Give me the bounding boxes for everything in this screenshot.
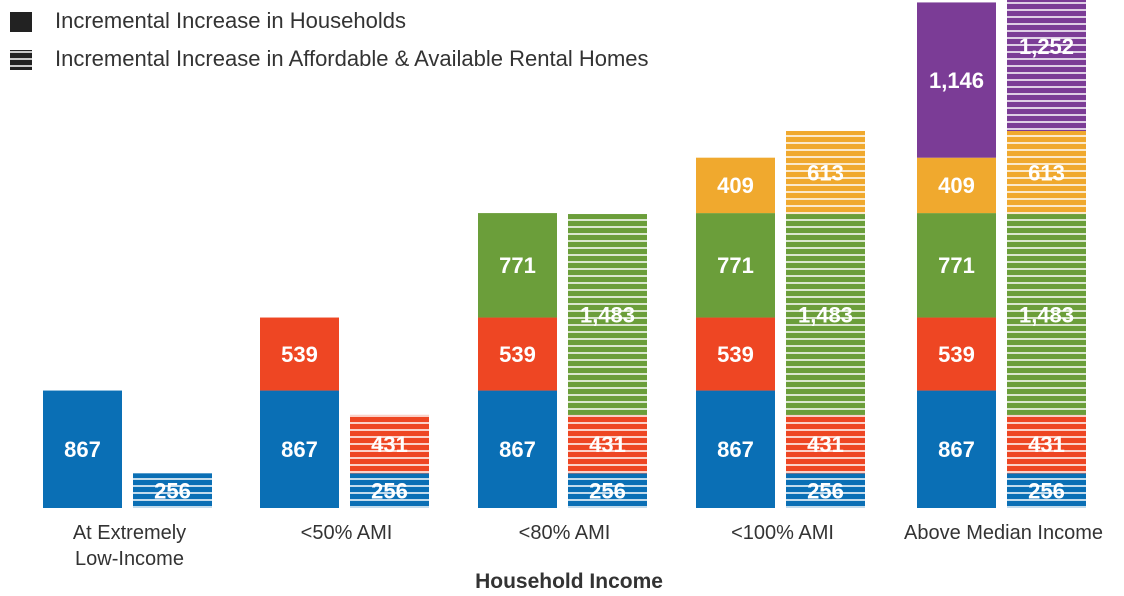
value-label: 867	[717, 437, 754, 462]
value-label: 256	[371, 478, 408, 503]
value-label: 1,483	[580, 302, 635, 327]
legend-text: Incremental Increase in Affordable & Ava…	[55, 46, 649, 71]
value-label: 1,146	[929, 68, 984, 93]
x-tick-label: <100% AMI	[731, 522, 834, 544]
bar-segment	[696, 157, 775, 214]
value-label: 867	[281, 437, 318, 462]
bar-segment	[1007, 473, 1086, 508]
bar-segment	[786, 414, 865, 474]
bar-segment	[43, 390, 122, 508]
x-tick-label: <80% AMI	[518, 522, 611, 544]
bar-segment	[133, 473, 212, 508]
bar-segment	[786, 130, 865, 215]
bar-segment	[917, 2, 996, 158]
bar-segment	[1007, 0, 1086, 131]
value-label: 613	[807, 160, 844, 185]
bar-segment	[568, 473, 647, 508]
legend-swatch	[10, 12, 32, 32]
value-label: 256	[154, 478, 191, 503]
value-label: 539	[938, 342, 975, 367]
legend-swatch	[10, 50, 32, 70]
value-label: 256	[589, 478, 626, 503]
bar-segment	[478, 213, 557, 318]
bar-segment	[568, 414, 647, 474]
value-label: 256	[807, 478, 844, 503]
bar-segment	[696, 213, 775, 318]
bar-segment	[1007, 130, 1086, 215]
value-label: 256	[1028, 478, 1065, 503]
bar-segment	[260, 390, 339, 508]
value-label: 613	[1028, 160, 1065, 185]
value-label: 409	[717, 173, 754, 198]
bar-segment	[568, 214, 647, 415]
value-label: 867	[64, 437, 101, 462]
value-label: 1,483	[1019, 302, 1074, 327]
bar-segment	[1007, 414, 1086, 474]
value-label: 539	[281, 342, 318, 367]
bar-segment	[917, 157, 996, 214]
value-label: 431	[807, 432, 844, 457]
value-label: 431	[589, 432, 626, 457]
bar-segment	[696, 317, 775, 391]
value-label: 539	[499, 342, 536, 367]
bar-segment	[786, 214, 865, 415]
x-axis-label: Household Income	[475, 570, 663, 593]
bar-segment	[917, 390, 996, 508]
bar-segment	[917, 213, 996, 318]
bar-segment	[478, 390, 557, 508]
value-label: 1,483	[798, 302, 853, 327]
bar-segment	[786, 473, 865, 508]
bar-segment	[350, 473, 429, 508]
bar-segment	[917, 317, 996, 391]
value-label: 867	[499, 437, 536, 462]
legend-text: Incremental Increase in Households	[55, 8, 406, 33]
value-label: 867	[938, 437, 975, 462]
bar-segment	[350, 414, 429, 474]
bar-segment	[260, 317, 339, 391]
value-label: 409	[938, 173, 975, 198]
value-label: 771	[938, 253, 975, 278]
x-tick-label: Above Median Income	[903, 522, 1104, 544]
x-tick-label: <50% AMI	[300, 522, 393, 544]
bar-segment	[478, 317, 557, 391]
bar-segment	[1007, 214, 1086, 415]
value-label: 1,252	[1019, 34, 1074, 59]
value-label: 539	[717, 342, 754, 367]
value-label: 431	[371, 432, 408, 457]
value-label: 771	[717, 253, 754, 278]
bar-segment	[696, 390, 775, 508]
x-tick-label: At Extremely Low-Income	[72, 522, 187, 570]
value-label: 431	[1028, 432, 1065, 457]
value-label: 771	[499, 253, 536, 278]
